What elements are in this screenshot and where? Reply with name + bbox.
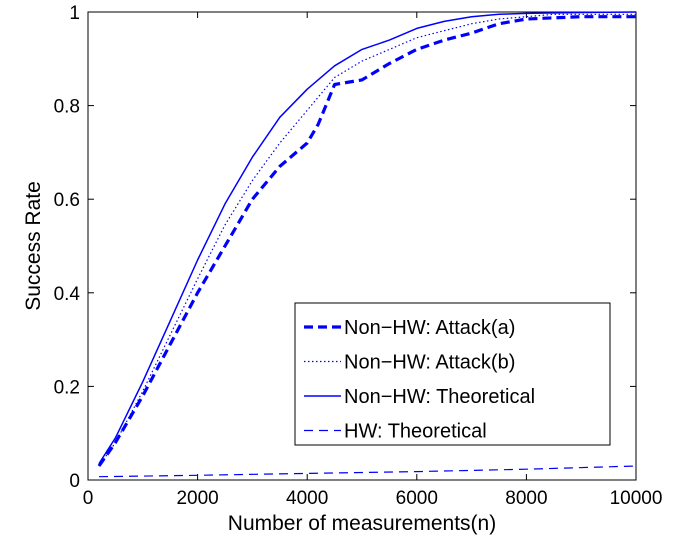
x-tick-label: 10000 [610,488,663,509]
x-axis-label: Number of measurements(n) [228,512,496,535]
y-tick-label: 0 [69,471,80,492]
legend-label-1: Non−HW: Attack(b) [344,352,515,374]
y-axis: 0 0.2 0.4 0.6 0.8 1 [54,3,636,492]
legend-label-2: Non−HW: Theoretical [344,386,535,408]
legend-box [294,302,611,446]
y-axis-label: Success Rate [22,181,45,311]
x-tick-label: 6000 [396,488,438,509]
x-axis: 0 2000 4000 6000 8000 10000 [83,12,663,509]
series-line-3 [98,465,637,478]
y-tick-label: 0.8 [54,97,80,118]
x-tick-label: 2000 [176,488,218,509]
legend: Non−HW: Attack(a) Non−HW: Attack(b) Non−HW… [294,302,611,446]
series-line-0 [97,15,636,467]
x-tick-label: 0 [83,488,94,509]
y-tick-label: 1 [69,3,80,24]
x-tick-label: 4000 [286,488,328,509]
legend-label-0: Non−HW: Attack(a) [344,317,515,339]
y-tick-label: 0.4 [54,284,81,305]
series-lines [97,11,637,478]
y-tick-label: 0.2 [54,377,80,398]
y-tick-label: 0.6 [54,190,80,211]
series-line-2 [98,11,637,465]
legend-label-3: HW: Theoretical [344,421,487,443]
x-tick-label: 8000 [505,488,547,509]
series-line-1 [98,13,636,467]
